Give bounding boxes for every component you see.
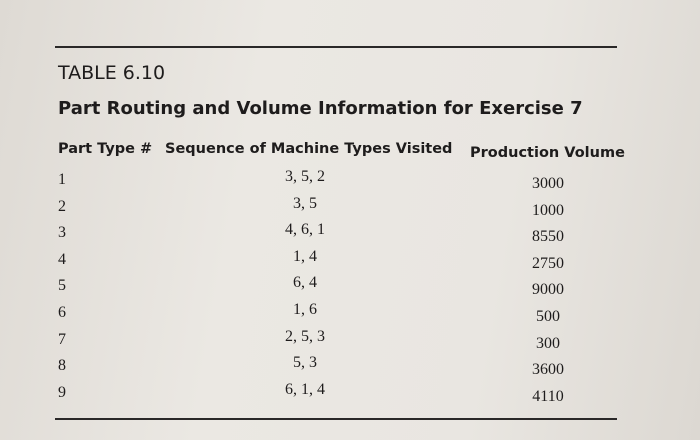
table-cell: 300 <box>536 334 560 352</box>
table-cell: 4 <box>58 250 66 268</box>
table-cell: 3, 5 <box>293 194 317 212</box>
table-cell: 4, 6, 1 <box>285 221 325 239</box>
table-cell: 1000 <box>532 201 564 219</box>
table-cell: 3, 5, 2 <box>285 168 325 185</box>
top-rule <box>55 46 617 48</box>
table-cell: 1, 6 <box>293 301 317 318</box>
column-header: Production Volume <box>470 145 625 161</box>
table-cell: 2750 <box>532 254 564 272</box>
table-cell: 7 <box>58 330 66 348</box>
table-cell: 6 <box>58 304 66 321</box>
table-cell: 2, 5, 3 <box>285 327 325 345</box>
table-title: Part Routing and Volume Information for … <box>58 98 583 119</box>
table-cell: 2 <box>58 197 66 215</box>
table-cell: 500 <box>536 308 560 325</box>
table-cell: 8 <box>58 357 66 375</box>
table-label: TABLE 6.10 <box>58 62 166 84</box>
table-cell: 6, 4 <box>293 274 317 292</box>
table-cell: 9000 <box>532 281 564 299</box>
table-cell: 4110 <box>532 387 564 405</box>
table-cell: 3 <box>58 224 66 242</box>
column-header: Part Type # <box>58 141 153 157</box>
table-cell: 3600 <box>532 361 564 379</box>
table-cell: 6, 1, 4 <box>285 380 325 398</box>
bottom-rule <box>55 418 617 420</box>
table-cell: 8550 <box>532 228 564 246</box>
table-cell: 3000 <box>532 175 564 192</box>
column-header: Sequence of Machine Types Visited <box>165 141 453 157</box>
table-cell: 1 <box>58 171 66 188</box>
table-cell: 5, 3 <box>293 354 317 372</box>
table-cell: 1, 4 <box>293 247 317 265</box>
table-cell: 9 <box>58 383 66 401</box>
table-cell: 5 <box>58 277 66 295</box>
